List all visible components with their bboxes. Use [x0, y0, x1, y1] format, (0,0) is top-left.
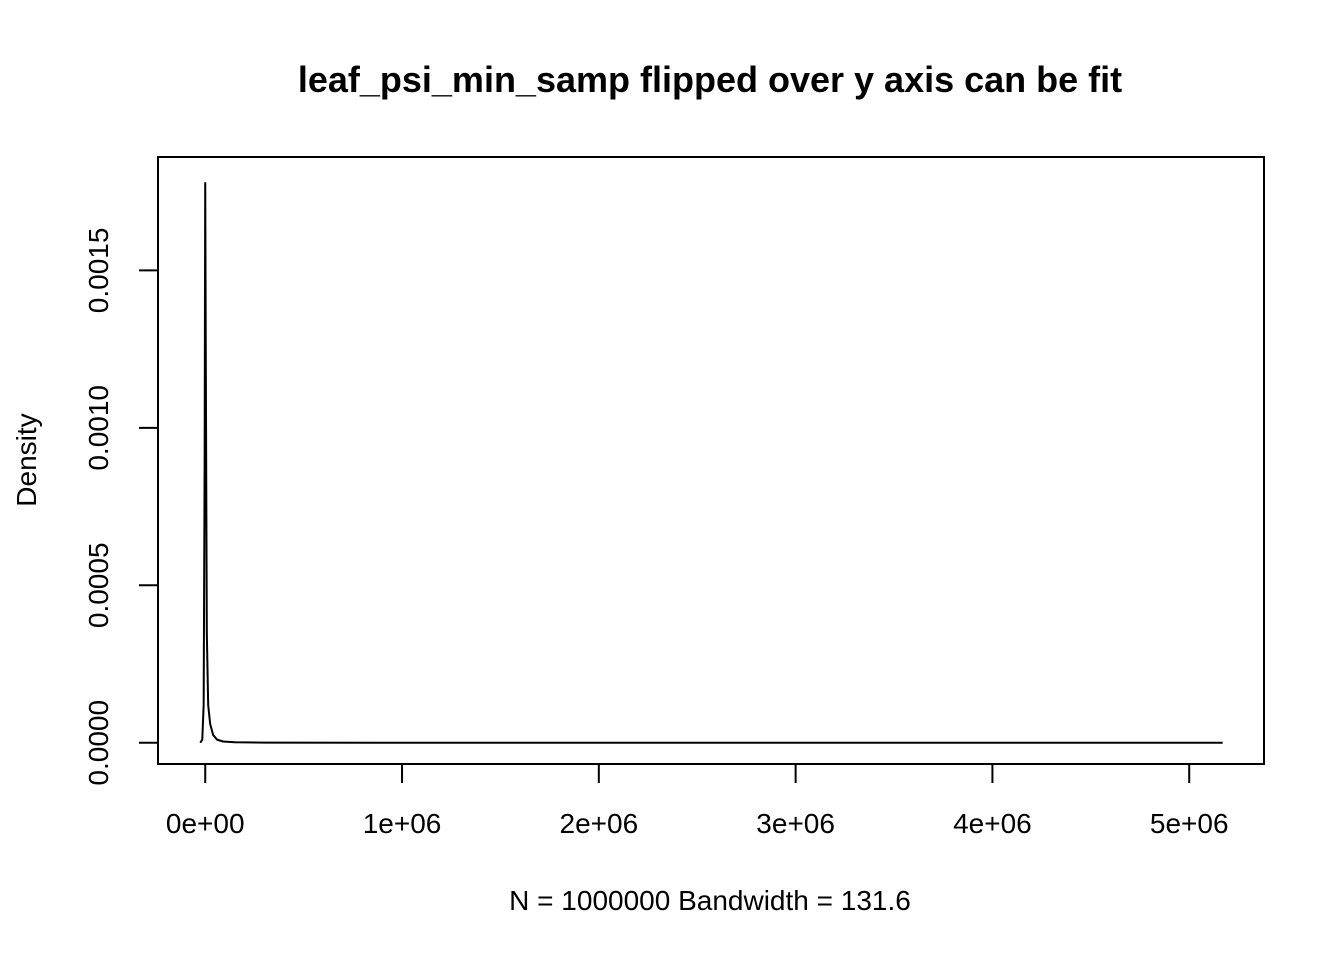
plot-frame	[157, 156, 1265, 765]
y-axis: 0.0000 0.0005 0.0010 0.0015	[83, 228, 159, 786]
x-axis-label: N = 1000000 Bandwidth = 131.6	[509, 885, 911, 916]
y-tick-label: 0.0005	[83, 542, 114, 628]
series-layer	[199, 182, 1223, 744]
y-tick-label: 0.0010	[83, 385, 114, 471]
y-axis-label: Density	[11, 413, 42, 506]
chart-title: leaf_psi_min_samp flipped over y axis ca…	[298, 59, 1122, 100]
x-tick-label: 0e+00	[166, 808, 245, 839]
x-tick-label: 5e+06	[1150, 808, 1229, 839]
density-curve	[199, 182, 1223, 744]
x-axis: 0e+00 1e+06 2e+06 3e+06 4e+06 5e+06	[166, 763, 1229, 839]
x-tick-label: 4e+06	[953, 808, 1032, 839]
x-tick-label: 3e+06	[756, 808, 835, 839]
y-tick-label: 0.0000	[83, 700, 114, 786]
x-tick-label: 2e+06	[560, 808, 639, 839]
x-tick-label: 1e+06	[363, 808, 442, 839]
y-tick-label: 0.0015	[83, 228, 114, 314]
